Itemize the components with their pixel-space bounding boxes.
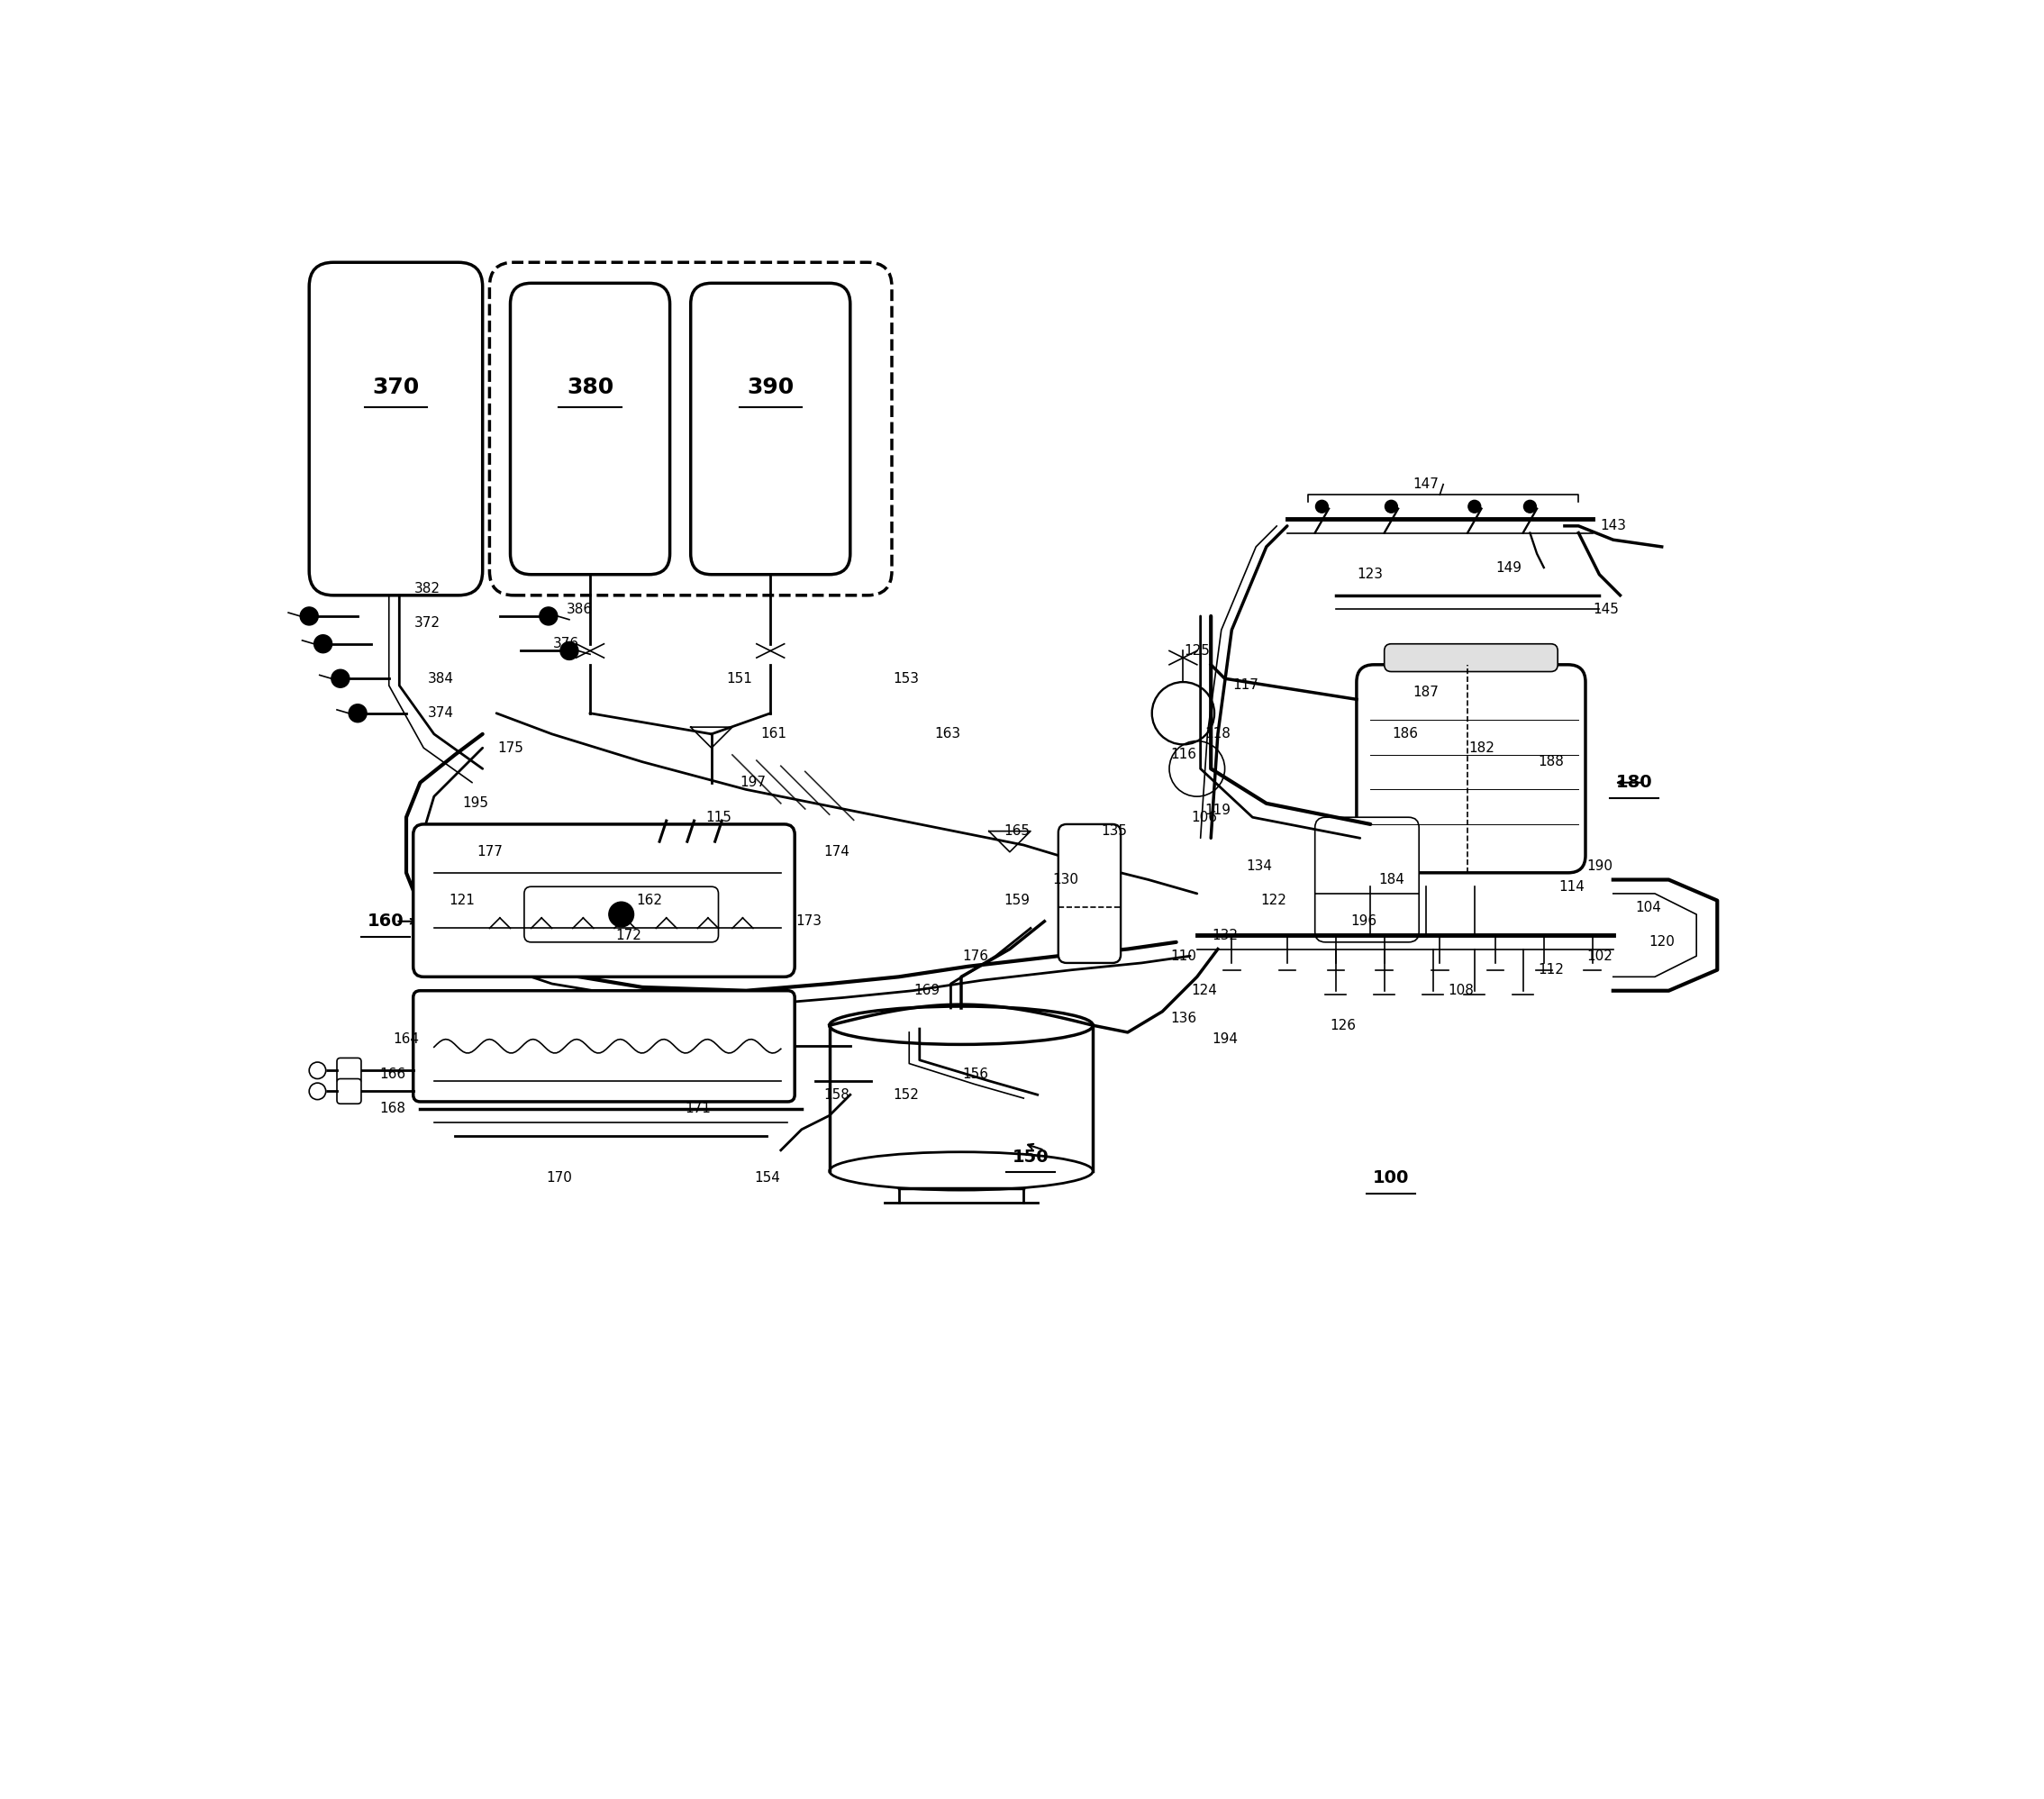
FancyBboxPatch shape [1314, 817, 1419, 943]
Text: 121: 121 [450, 894, 474, 907]
Text: 123: 123 [1357, 568, 1384, 581]
FancyBboxPatch shape [523, 887, 717, 943]
Text: 125: 125 [1183, 644, 1210, 658]
Text: 171: 171 [685, 1101, 711, 1115]
Text: 372: 372 [415, 617, 439, 630]
Text: 112: 112 [1537, 962, 1564, 977]
Text: 102: 102 [1586, 950, 1613, 962]
Text: 143: 143 [1600, 520, 1627, 533]
FancyBboxPatch shape [1059, 824, 1120, 962]
Text: 134: 134 [1247, 860, 1273, 873]
Text: 117: 117 [1233, 678, 1259, 693]
Text: 115: 115 [705, 811, 732, 824]
Text: 370: 370 [372, 376, 419, 398]
Text: 390: 390 [746, 376, 793, 398]
Circle shape [1386, 500, 1398, 513]
Text: 149: 149 [1496, 561, 1523, 574]
Circle shape [309, 1061, 325, 1079]
Text: 119: 119 [1204, 804, 1230, 817]
FancyBboxPatch shape [1357, 664, 1586, 873]
Text: 384: 384 [427, 671, 454, 685]
Text: 197: 197 [740, 775, 766, 790]
FancyBboxPatch shape [337, 1058, 362, 1083]
Text: 187: 187 [1412, 685, 1439, 700]
Circle shape [609, 901, 634, 926]
Text: 162: 162 [636, 894, 662, 907]
Text: 188: 188 [1537, 756, 1564, 768]
Text: 180: 180 [1615, 774, 1652, 792]
Circle shape [309, 1083, 325, 1099]
Text: 194: 194 [1212, 1033, 1239, 1045]
Text: 164: 164 [392, 1033, 419, 1045]
Text: 124: 124 [1192, 984, 1216, 997]
Text: 163: 163 [934, 727, 961, 741]
Text: 186: 186 [1392, 727, 1419, 741]
Circle shape [315, 635, 331, 653]
FancyBboxPatch shape [1384, 644, 1558, 671]
Text: 170: 170 [546, 1171, 572, 1186]
Text: 172: 172 [615, 928, 642, 943]
Text: 161: 161 [760, 727, 787, 741]
FancyBboxPatch shape [337, 1079, 362, 1105]
Text: 196: 196 [1351, 914, 1376, 928]
FancyBboxPatch shape [413, 991, 795, 1101]
Circle shape [540, 606, 558, 624]
Text: 380: 380 [566, 376, 613, 398]
Text: 386: 386 [566, 603, 593, 615]
FancyBboxPatch shape [1059, 824, 1120, 962]
Circle shape [560, 642, 578, 660]
Text: 135: 135 [1102, 824, 1126, 838]
Text: 104: 104 [1635, 901, 1662, 914]
Circle shape [300, 606, 319, 624]
Text: 108: 108 [1447, 984, 1474, 997]
Text: 147: 147 [1412, 477, 1439, 491]
Text: 175: 175 [497, 741, 523, 754]
Text: 156: 156 [963, 1067, 987, 1081]
Text: 195: 195 [462, 797, 489, 810]
Text: 136: 136 [1169, 1011, 1196, 1025]
Text: 376: 376 [552, 637, 578, 651]
Text: 116: 116 [1169, 748, 1196, 761]
Text: 166: 166 [380, 1067, 405, 1081]
Text: 152: 152 [893, 1088, 918, 1101]
Text: 160: 160 [368, 912, 405, 930]
Text: 100: 100 [1374, 1169, 1410, 1187]
Text: 106: 106 [1192, 811, 1216, 824]
Text: 158: 158 [824, 1088, 850, 1101]
Text: 176: 176 [963, 950, 987, 962]
Text: 150: 150 [1012, 1148, 1049, 1166]
Circle shape [331, 669, 350, 687]
Text: 382: 382 [415, 581, 439, 595]
Text: 126: 126 [1331, 1018, 1355, 1033]
Text: 130: 130 [1053, 873, 1079, 887]
Text: 122: 122 [1261, 894, 1286, 907]
Text: 182: 182 [1468, 741, 1494, 754]
Text: 159: 159 [1004, 894, 1030, 907]
Text: 145: 145 [1592, 603, 1619, 615]
Text: 174: 174 [824, 846, 850, 858]
Circle shape [1523, 500, 1537, 513]
Text: 169: 169 [914, 984, 940, 997]
Text: 168: 168 [380, 1101, 405, 1115]
Text: 151: 151 [726, 671, 752, 685]
Text: 154: 154 [754, 1171, 781, 1186]
Circle shape [1316, 500, 1329, 513]
Text: 190: 190 [1586, 860, 1613, 873]
Text: 120: 120 [1650, 935, 1674, 948]
Text: 177: 177 [476, 846, 503, 858]
Circle shape [350, 703, 366, 721]
FancyBboxPatch shape [413, 824, 795, 977]
Text: 110: 110 [1169, 950, 1196, 962]
Text: 118: 118 [1204, 727, 1230, 741]
Text: 374: 374 [427, 707, 454, 720]
Text: 132: 132 [1212, 928, 1239, 943]
Text: 173: 173 [795, 914, 822, 928]
Circle shape [1468, 500, 1480, 513]
Text: 114: 114 [1560, 880, 1584, 894]
Text: 153: 153 [893, 671, 918, 685]
Text: 184: 184 [1378, 873, 1404, 887]
Text: 165: 165 [1004, 824, 1030, 838]
